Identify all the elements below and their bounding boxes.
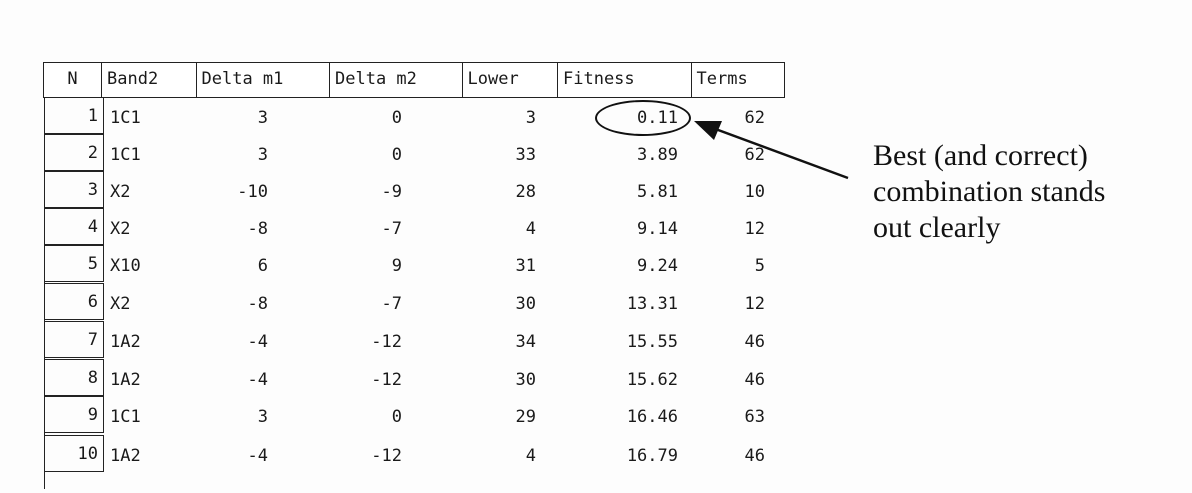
dm1-cell: -4 xyxy=(247,332,268,352)
band-cell: 1C1 xyxy=(110,145,141,165)
dm2-cell: -12 xyxy=(371,332,402,352)
fitness-cell: 9.24 xyxy=(637,256,678,276)
row-number-cell: 2 xyxy=(45,134,104,171)
header-cell: Delta m2 xyxy=(329,62,463,98)
fitness-cell: 15.62 xyxy=(626,370,678,390)
fitness-cell: 16.46 xyxy=(626,407,678,427)
band-cell: 1C1 xyxy=(110,108,141,128)
terms-cell: 12 xyxy=(744,219,765,239)
band-cell: 1A2 xyxy=(110,446,141,466)
lower-cell: 33 xyxy=(515,145,536,165)
fitness-cell: 3.89 xyxy=(637,145,678,165)
dm2-cell: 0 xyxy=(391,145,402,165)
header-cell: Delta m1 xyxy=(195,62,331,98)
fitness-cell: 5.81 xyxy=(637,182,678,202)
dm2-cell: -12 xyxy=(371,446,402,466)
terms-cell: 46 xyxy=(744,370,765,390)
fitness-cell: 9.14 xyxy=(637,219,678,239)
terms-cell: 12 xyxy=(744,294,765,314)
header-cell: Lower xyxy=(461,62,559,98)
row-number-cell: 6 xyxy=(45,283,104,320)
header-cell: N xyxy=(42,62,103,98)
terms-cell: 62 xyxy=(744,145,765,165)
row-number-cell: 8 xyxy=(45,359,104,396)
header-cell: Band2 xyxy=(101,62,197,98)
row-number-cell: 1 xyxy=(45,97,104,134)
annotation-text: Best (and correct) combination stands ou… xyxy=(873,138,1183,246)
annotation-line-1: Best (and correct) xyxy=(873,139,1088,172)
row-number-cell: 3 xyxy=(45,171,104,208)
header-cell: Terms xyxy=(690,62,785,98)
dm1-cell: 6 xyxy=(257,256,268,276)
dm1-cell: -4 xyxy=(247,370,268,390)
dm1-cell: -4 xyxy=(247,446,268,466)
dm1-cell: -8 xyxy=(247,294,268,314)
terms-cell: 5 xyxy=(754,256,765,276)
dm1-cell: 3 xyxy=(257,108,268,128)
row-number-cell: 5 xyxy=(45,245,104,282)
row-number-cell: 4 xyxy=(45,208,104,245)
dm2-cell: -7 xyxy=(381,219,402,239)
dm2-cell: 0 xyxy=(391,108,402,128)
lower-cell: 4 xyxy=(525,446,536,466)
table-header-row: N Band2 Delta m1 Delta m2 Lower Fitness Terms xyxy=(42,62,785,98)
terms-cell: 63 xyxy=(744,407,765,427)
lower-cell: 28 xyxy=(515,182,536,202)
band-cell: X10 xyxy=(110,256,141,276)
lower-cell: 31 xyxy=(515,256,536,276)
annotation-line-2: combination stands xyxy=(873,175,1106,208)
dm2-cell: -7 xyxy=(381,294,402,314)
header-cell: Fitness xyxy=(557,62,692,98)
row-number-cell: 9 xyxy=(45,396,104,433)
dm1-cell: -10 xyxy=(237,182,268,202)
row-number-column: 1 2 3 4 5 6 7 8 9 10 xyxy=(44,97,104,489)
band-cell: X2 xyxy=(110,219,131,239)
dm2-cell: -9 xyxy=(381,182,402,202)
dm1-cell: 3 xyxy=(257,145,268,165)
best-result-ellipse xyxy=(595,100,691,136)
row-number-cell: 7 xyxy=(45,321,104,358)
terms-cell: 46 xyxy=(744,332,765,352)
fitness-cell: 16.79 xyxy=(626,446,678,466)
band-cell: 1A2 xyxy=(110,332,141,352)
lower-cell: 34 xyxy=(515,332,536,352)
dm2-cell: 0 xyxy=(391,407,402,427)
fitness-cell: 15.55 xyxy=(626,332,678,352)
lower-cell: 29 xyxy=(515,407,536,427)
dm1-cell: 3 xyxy=(257,407,268,427)
fitness-cell: 13.31 xyxy=(626,294,678,314)
dm1-cell: -8 xyxy=(247,219,268,239)
dm2-cell: -12 xyxy=(371,370,402,390)
terms-cell: 62 xyxy=(744,108,765,128)
row-number-cell: 10 xyxy=(45,435,104,472)
annotation-line-3: out clearly xyxy=(873,211,1001,244)
terms-cell: 10 xyxy=(744,182,765,202)
band-cell: X2 xyxy=(110,182,131,202)
band-cell: 1A2 xyxy=(110,370,141,390)
band-cell: X2 xyxy=(110,294,131,314)
lower-cell: 4 xyxy=(525,219,536,239)
dm2-cell: 9 xyxy=(391,256,402,276)
lower-cell: 30 xyxy=(515,294,536,314)
terms-cell: 46 xyxy=(744,446,765,466)
lower-cell: 3 xyxy=(525,108,536,128)
band-cell: 1C1 xyxy=(110,407,141,427)
lower-cell: 30 xyxy=(515,370,536,390)
